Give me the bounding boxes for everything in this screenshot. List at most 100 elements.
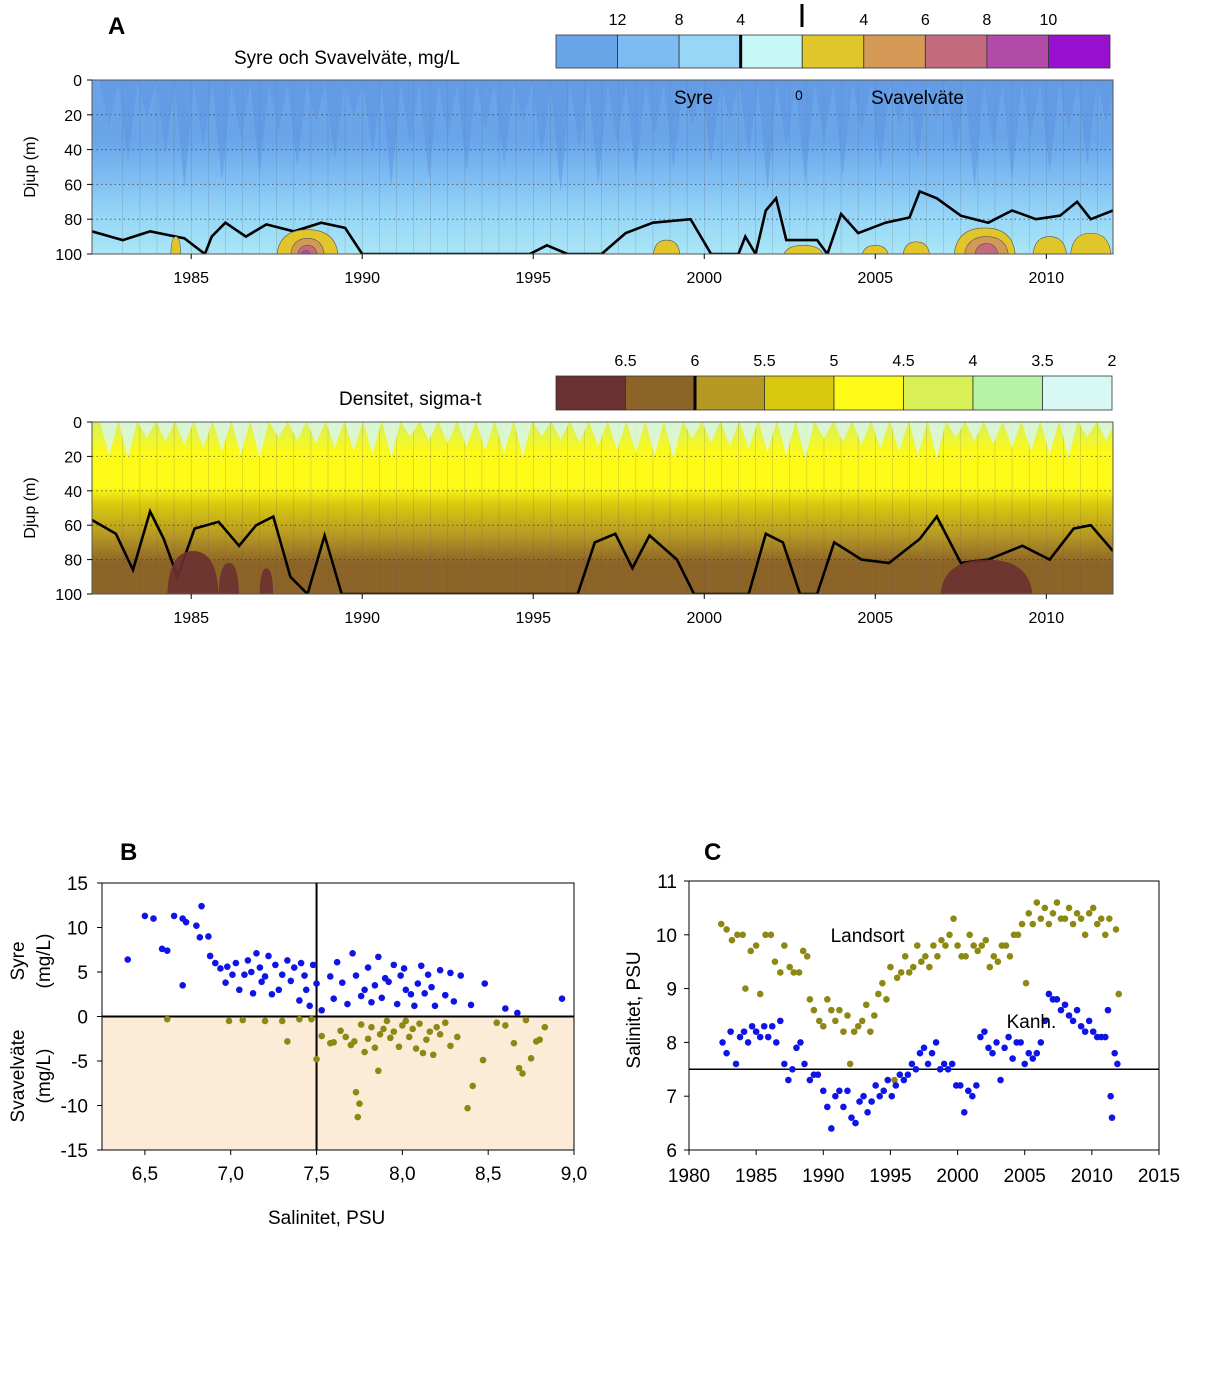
oxygen-point-81 xyxy=(502,1005,509,1012)
kanh-point-26 xyxy=(828,1125,835,1132)
oxygen-point-71 xyxy=(424,971,432,978)
oxygen-point-8 xyxy=(179,982,186,989)
kanh-point-9 xyxy=(756,1033,764,1041)
oxygen-point-82 xyxy=(514,1009,521,1017)
oxygen-legend-label-0: 12 xyxy=(609,12,627,29)
density-surface-streak xyxy=(495,422,514,454)
sulfide-point-22 xyxy=(368,1023,375,1031)
sulfide-point-55 xyxy=(527,1055,535,1062)
density-surface-streak xyxy=(608,422,627,450)
landsort-point-54 xyxy=(946,931,953,939)
landsort-point-10 xyxy=(767,931,775,939)
kanh-point-41 xyxy=(888,1092,896,1100)
oxygen-point-4 xyxy=(163,947,171,954)
scatter-c-ytick-label-2: 9 xyxy=(666,980,677,1001)
density-surface-streak xyxy=(796,422,815,460)
oxygen-legend: 12 8 4 4 6 8 10 xyxy=(555,4,1111,69)
sulfide-point-45 xyxy=(453,1033,461,1041)
oxygen-point-74 xyxy=(436,966,444,974)
oxygen-surface-streak xyxy=(155,80,176,154)
kanh-point-33 xyxy=(856,1098,863,1105)
oxygen-surface-streak xyxy=(306,80,327,124)
kanh-point-77 xyxy=(1033,1049,1041,1057)
oxygen-surface-streak xyxy=(719,80,740,120)
scatter-c-ytick-label-0: 11 xyxy=(657,872,677,893)
oxygen-point-31 xyxy=(272,961,279,969)
landsort-point-18 xyxy=(803,953,811,960)
sulfide-point-50 xyxy=(502,1022,509,1029)
scatter-b-ytick-label-0: 15 xyxy=(67,874,88,895)
kanh-point-62 xyxy=(973,1082,980,1089)
scatter-b-ytick-label-3: 0 xyxy=(77,1008,88,1029)
kanh-point-39 xyxy=(880,1087,888,1095)
oxygen-surface-streak xyxy=(475,80,496,130)
oxygen-contour-plot xyxy=(92,80,1113,254)
sulfide-point-34 xyxy=(409,1025,416,1033)
oxygen-legend-swatch-7 xyxy=(986,34,1049,69)
oxygen-point-11 xyxy=(196,933,204,941)
kanh-point-46 xyxy=(908,1060,916,1068)
kanh-point-54 xyxy=(940,1060,948,1068)
scatter-b-axes: 15 10 5 0 -5 -10 -15 6,5 7,0 7,5 8,0 8,5 9,0 xyxy=(61,874,588,1185)
density-dense-patch-1 xyxy=(218,563,239,594)
kanh-point-21 xyxy=(806,1076,814,1084)
density-key-contour xyxy=(92,507,1113,594)
oxygen-surface-streak xyxy=(324,80,345,159)
scatter-b-ytick-label-4: -5 xyxy=(71,1052,88,1073)
kanh-point-94 xyxy=(1101,1033,1109,1041)
landsort-point-32 xyxy=(858,1017,866,1025)
kanh-point-83 xyxy=(1057,1006,1065,1014)
density-surface-streak xyxy=(231,422,250,455)
density-surface-streak xyxy=(1078,422,1097,438)
kanh-point-4 xyxy=(736,1033,744,1041)
density-surface-streak xyxy=(909,422,928,456)
landsort-point-22 xyxy=(819,1022,827,1030)
density-legend-swatch-0 xyxy=(555,375,626,411)
landsort-point-79 xyxy=(1045,920,1053,928)
oxygen-ytick-label-3: 60 xyxy=(64,177,82,194)
landsort-point-65 xyxy=(990,953,998,960)
oxygen-point-76 xyxy=(447,969,454,977)
oxygen-xtick-label-4: 2005 xyxy=(857,270,893,287)
density-surface-streak xyxy=(570,422,589,443)
oxygen-point-69 xyxy=(417,962,425,970)
kanh-point-85 xyxy=(1065,1012,1073,1019)
oxygen-key-contour xyxy=(92,189,1113,254)
oxygen-point-62 xyxy=(393,1000,401,1008)
kanh-point-69 xyxy=(1001,1044,1008,1052)
kanh-point-91 xyxy=(1089,1028,1097,1035)
sulfide-point-33 xyxy=(405,1033,413,1041)
sulfide-point-46 xyxy=(464,1104,471,1112)
kanh-point-44 xyxy=(900,1076,908,1084)
oxygen-surface-streak xyxy=(117,80,138,161)
kanh-point-43 xyxy=(896,1071,904,1078)
oxygen-point-14 xyxy=(211,959,219,967)
kanh-point-47 xyxy=(912,1066,920,1073)
density-ytick-label-5: 100 xyxy=(55,587,82,604)
hydrogen-sulfide-patch-5 xyxy=(653,239,681,254)
sulfide-point-3 xyxy=(261,1017,269,1025)
kanh-point-82 xyxy=(1053,996,1061,1003)
oxygen-legend-label-5: 6 xyxy=(921,12,930,29)
svavelvate-ylabel-line2: (mg/L) xyxy=(34,1049,55,1104)
landsort-point-15 xyxy=(790,969,798,976)
sulfide-point-47 xyxy=(469,1082,477,1090)
landsort-point-69 xyxy=(1006,953,1014,960)
kanh-point-14 xyxy=(777,1017,784,1025)
kanh-point-68 xyxy=(997,1076,1004,1084)
kanh-point-8 xyxy=(752,1028,760,1035)
oxygen-surface-streak xyxy=(550,80,571,193)
kanh-point-63 xyxy=(977,1033,984,1041)
landsort-point-0 xyxy=(717,920,725,928)
density-surface-streak xyxy=(156,422,175,442)
landsort-point-33 xyxy=(862,1001,870,1009)
density-surface-streak xyxy=(1097,422,1113,441)
landsort-point-77 xyxy=(1037,915,1045,922)
oxygen-point-40 xyxy=(302,986,310,994)
sulfide-point-9 xyxy=(318,1032,325,1040)
oxygen-surface-streak xyxy=(249,80,270,174)
landsort-point-2 xyxy=(728,936,736,944)
oxygen-surface-streak xyxy=(813,80,834,141)
panel-b-letter: B xyxy=(120,839,137,866)
oxygen-point-34 xyxy=(284,957,291,964)
